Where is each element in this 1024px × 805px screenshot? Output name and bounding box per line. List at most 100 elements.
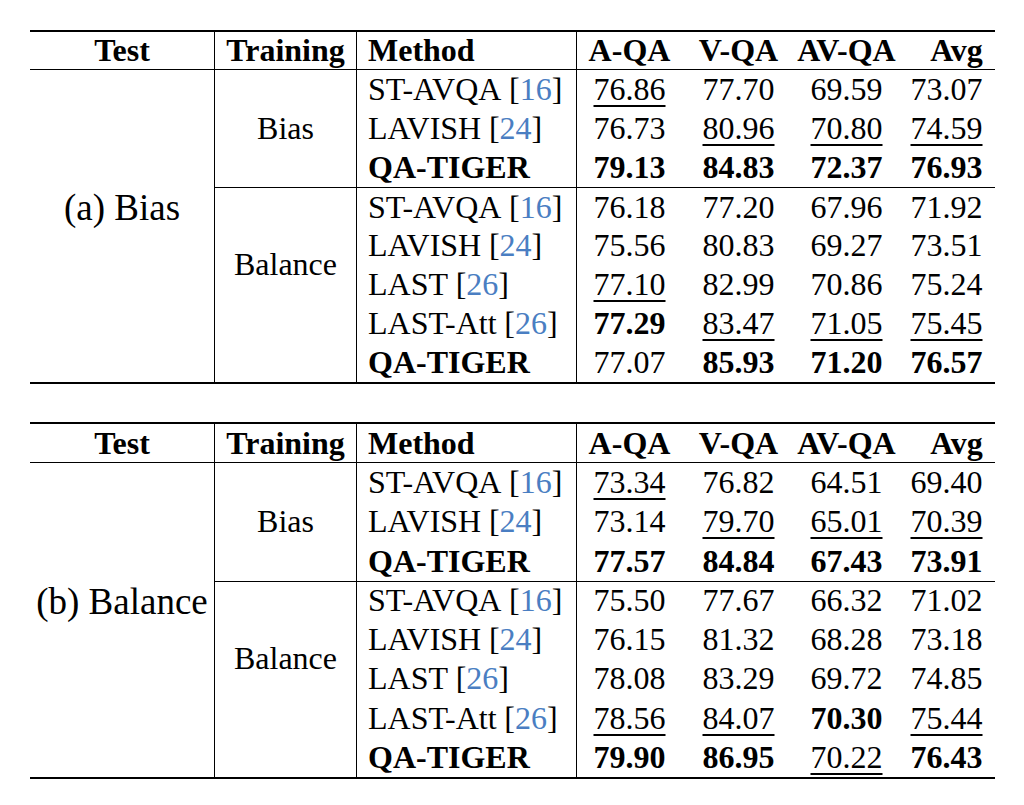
method-name: QA-TIGER: [368, 344, 530, 381]
score-value: 65.01: [811, 503, 883, 540]
citation-close-bracket: ]: [532, 227, 543, 263]
score-value: 75.44: [911, 700, 983, 737]
score-cell: 66.32: [795, 581, 898, 620]
score-cell: 75.50: [577, 581, 682, 620]
score-value: 74.85: [911, 660, 983, 697]
citation-close-bracket: ]: [532, 503, 543, 539]
score-cell: 72.37: [795, 148, 898, 187]
column-header-label: Method: [368, 425, 475, 462]
citation-open-bracket: [: [456, 660, 467, 696]
score-cell: 80.96: [682, 109, 795, 148]
citation-close-bracket: ]: [552, 71, 563, 107]
citation-open-bracket: [: [489, 227, 500, 263]
score-cell: 71.92: [898, 187, 995, 226]
column-header-method: Method: [357, 32, 577, 70]
score-value: 77.10: [594, 266, 666, 303]
method-name: LAST: [368, 266, 448, 303]
citation-number[interactable]: 24: [500, 621, 532, 657]
test-cell: (b) Balance: [30, 463, 215, 777]
citation-number[interactable]: 24: [500, 503, 532, 539]
score-cell: 82.99: [682, 265, 795, 304]
citation-number[interactable]: 26: [515, 700, 547, 736]
column-header-method: Method: [357, 424, 577, 463]
citation: [26]: [504, 700, 557, 737]
citation-close-bracket: ]: [552, 582, 563, 618]
score-cell: 84.83: [682, 148, 795, 187]
training-label: Bias: [257, 110, 314, 147]
citation: [24]: [489, 227, 542, 264]
score-cell: 65.01: [795, 502, 898, 541]
column-header-a-qa: A-QA: [577, 32, 682, 70]
citation-number[interactable]: 16: [520, 189, 552, 225]
score-cell: 85.93: [682, 343, 795, 382]
citation-number[interactable]: 26: [466, 266, 498, 302]
method-cell: ST-AVQA[16]: [357, 463, 577, 502]
score-value: 67.96: [811, 189, 883, 226]
score-value: 70.86: [811, 266, 883, 303]
score-cell: 77.20: [682, 187, 795, 226]
method-cell: QA-TIGER: [357, 343, 577, 382]
score-cell: 77.07: [577, 343, 682, 382]
score-value: 68.28: [811, 621, 883, 658]
column-header-label: Avg: [930, 32, 983, 69]
score-cell: 84.84: [682, 542, 795, 581]
citation-number[interactable]: 26: [466, 660, 498, 696]
score-cell: 71.02: [898, 581, 995, 620]
column-header-test: Test: [30, 32, 215, 70]
score-cell: 77.29: [577, 304, 682, 343]
score-value: 81.32: [703, 621, 775, 658]
citation-close-bracket: ]: [547, 700, 558, 736]
citation-open-bracket: [: [509, 464, 520, 500]
citation-number[interactable]: 24: [500, 110, 532, 146]
score-cell: 73.14: [577, 502, 682, 541]
citation-number[interactable]: 16: [520, 464, 552, 500]
column-header-v-qa: V-QA: [682, 424, 795, 463]
column-header-label: AV-QA: [797, 32, 895, 69]
citation-open-bracket: [: [489, 503, 500, 539]
method-cell: ST-AVQA[16]: [357, 70, 577, 109]
score-value: 83.29: [703, 660, 775, 697]
citation-close-bracket: ]: [547, 305, 558, 341]
score-value: 86.95: [703, 739, 775, 776]
score-cell: 76.43: [898, 738, 995, 777]
citation-number[interactable]: 24: [500, 227, 532, 263]
citation-number[interactable]: 16: [520, 582, 552, 618]
training-label: Balance: [234, 246, 337, 283]
column-header-label: A-QA: [589, 32, 671, 69]
citation-number[interactable]: 16: [520, 71, 552, 107]
score-cell: 76.15: [577, 620, 682, 659]
score-cell: 75.56: [577, 226, 682, 265]
citation-close-bracket: ]: [498, 660, 509, 696]
method-cell: QA-TIGER: [357, 542, 577, 581]
column-header-label: Training: [226, 425, 345, 462]
citation-number[interactable]: 26: [515, 305, 547, 341]
method-cell: LAVISH[24]: [357, 502, 577, 541]
score-value: 70.22: [811, 739, 883, 776]
citation: [16]: [509, 464, 562, 501]
score-cell: 67.96: [795, 187, 898, 226]
score-value: 70.39: [911, 503, 983, 540]
score-cell: 78.56: [577, 699, 682, 738]
score-cell: 75.45: [898, 304, 995, 343]
citation: [24]: [489, 621, 542, 658]
score-value: 76.18: [594, 189, 666, 226]
method-cell: LAVISH[24]: [357, 109, 577, 148]
column-header-label: V-QA: [699, 32, 778, 69]
method-cell: LAST[26]: [357, 659, 577, 698]
score-value: 77.07: [594, 344, 666, 381]
citation-open-bracket: [: [509, 189, 520, 225]
method-cell: LAVISH[24]: [357, 226, 577, 265]
score-cell: 73.18: [898, 620, 995, 659]
score-value: 69.40: [911, 464, 983, 501]
citation-open-bracket: [: [489, 621, 500, 657]
score-cell: 76.18: [577, 187, 682, 226]
score-cell: 70.86: [795, 265, 898, 304]
score-cell: 69.59: [795, 70, 898, 109]
score-cell: 84.07: [682, 699, 795, 738]
score-cell: 76.93: [898, 148, 995, 187]
citation: [24]: [489, 503, 542, 540]
column-header-training: Training: [215, 32, 357, 70]
score-cell: 77.70: [682, 70, 795, 109]
method-cell: QA-TIGER: [357, 738, 577, 777]
score-value: 76.82: [703, 464, 775, 501]
